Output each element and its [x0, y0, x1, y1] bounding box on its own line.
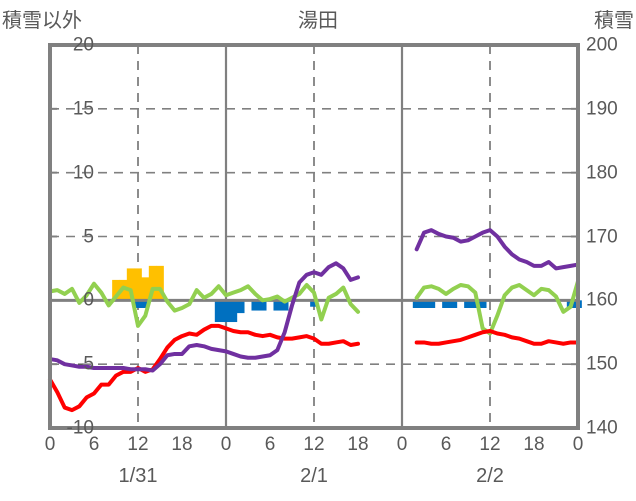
y-axis-right-tick-label: 150 — [586, 353, 618, 375]
bar — [471, 300, 480, 308]
red-line — [48, 323, 580, 413]
bar — [258, 300, 267, 311]
bar — [310, 300, 318, 307]
x-axis-day-label: 1/31 — [118, 465, 158, 487]
x-axis-tick-label: 0 — [396, 434, 408, 455]
bar — [112, 279, 120, 301]
y-axis-left-tick-label: -10 — [66, 417, 94, 439]
bar — [222, 300, 230, 323]
blue-bars — [134, 300, 582, 323]
series-path — [414, 279, 580, 336]
x-axis-tick-label: 6 — [264, 434, 276, 455]
bar — [442, 300, 450, 308]
y-axis-right-tick-label: 180 — [586, 162, 618, 184]
x-axis-tick-label: 0 — [572, 434, 584, 455]
series-path — [48, 281, 360, 328]
bar — [251, 300, 260, 311]
left-axis-title: 積雪以外 — [2, 10, 82, 32]
y-axis-right-tick-label: 160 — [586, 289, 618, 311]
y-axis-right-tick-label: 200 — [586, 34, 618, 56]
y-axis-right-tick-label: 170 — [586, 226, 618, 247]
bar — [478, 300, 487, 308]
bar — [156, 265, 164, 301]
series-path — [414, 228, 580, 271]
x-axis-tick-label: 12 — [303, 434, 325, 455]
y-axis-right-tick-label: 190 — [586, 98, 618, 120]
x-axis-tick-label: 6 — [88, 434, 100, 455]
bar — [214, 300, 223, 323]
bar — [273, 300, 282, 311]
purple-line — [48, 228, 580, 373]
bar — [141, 300, 150, 308]
bar — [449, 300, 458, 308]
y-axis-left-tick-label: 0 — [83, 289, 94, 311]
bar — [229, 300, 238, 323]
bar — [427, 300, 436, 308]
page-title: 湯田 — [298, 10, 338, 32]
x-axis-tick-label: 12 — [127, 434, 149, 455]
bar — [412, 300, 421, 308]
x-axis-tick-label: 12 — [479, 434, 501, 455]
y-axis-left-tick-label: 20 — [72, 34, 94, 56]
x-axis-tick-label: 18 — [171, 434, 193, 455]
right-axis-title: 積雪 — [594, 10, 634, 32]
x-axis-tick-label: 18 — [347, 434, 369, 455]
series-path — [48, 261, 360, 373]
x-axis-tick-label: 0 — [44, 434, 56, 455]
bar — [420, 300, 428, 308]
x-axis-tick-label: 18 — [523, 434, 545, 455]
y-axis-left-tick-label: 10 — [72, 162, 94, 184]
bar — [126, 268, 135, 301]
x-axis-tick-label: 0 — [220, 434, 232, 455]
bar — [134, 268, 142, 301]
x-axis-tick-label: 6 — [440, 434, 452, 455]
x-axis-day-label: 2/1 — [300, 465, 328, 487]
bar — [134, 300, 142, 308]
bar — [236, 300, 245, 314]
bar — [464, 300, 472, 308]
x-axis-day-label: 2/2 — [476, 465, 504, 487]
series-path — [414, 328, 580, 346]
y-axis-left-tick-label: 15 — [72, 98, 94, 120]
y-axis-right-tick-label: 140 — [586, 417, 618, 439]
bar — [148, 265, 157, 301]
bar — [280, 300, 289, 311]
bar — [141, 277, 150, 301]
y-axis-left-tick-label: 5 — [83, 226, 94, 247]
y-axis-left-tick-label: -5 — [77, 353, 94, 375]
series-path — [48, 323, 360, 413]
orange-bars — [112, 265, 164, 301]
green-line — [48, 279, 580, 336]
